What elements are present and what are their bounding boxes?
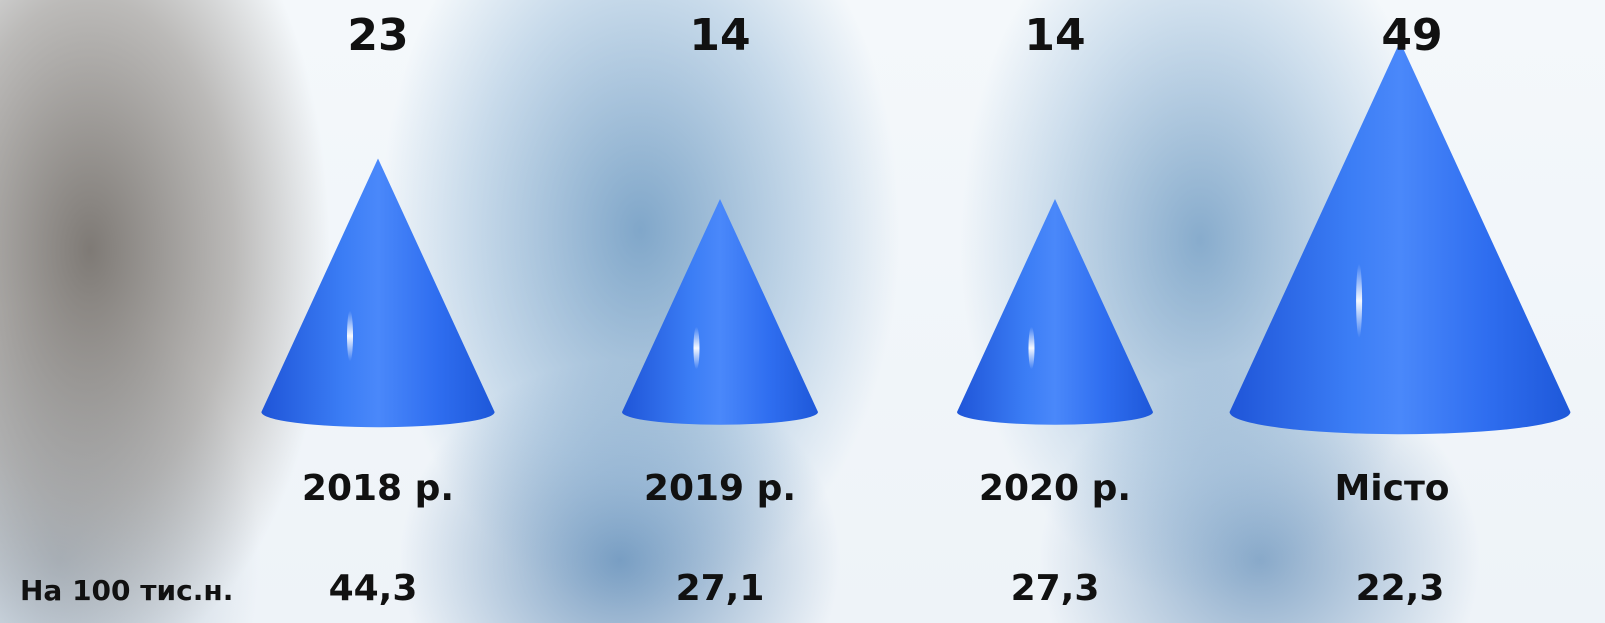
cone-body [1230,42,1571,435]
value-label: 14 [1024,10,1085,61]
cone-highlight [1356,264,1362,338]
category-label: 2018 р. [302,468,454,509]
cone [957,199,1153,425]
rate-label: 44,3 [329,568,418,609]
cone-highlight [347,311,353,362]
category-label: 2019 р. [644,468,796,509]
cone-body [622,199,818,425]
category-label: Місто [1334,468,1449,509]
cone-highlight [693,327,699,370]
chart: На 100 тис.н. 23 2018 р. 44,3 14 2019 р. 27,1… [0,0,1605,623]
value-label: 14 [689,10,750,61]
cone [261,159,494,428]
cone-highlight [1028,327,1034,370]
category-label: 2020 р. [979,468,1131,509]
cone-body [957,199,1153,425]
value-label: 49 [1381,10,1442,61]
rate-label: 27,1 [676,568,765,609]
rate-label: 27,3 [1011,568,1100,609]
cone [1230,42,1571,435]
rate-row-label: На 100 тис.н. [20,574,233,607]
cone [622,199,818,425]
value-label: 23 [347,10,408,61]
slide: На 100 тис.н. 23 2018 р. 44,3 14 2019 р. 27,1… [0,0,1605,623]
cone-body [261,159,494,428]
rate-label: 22,3 [1356,568,1445,609]
